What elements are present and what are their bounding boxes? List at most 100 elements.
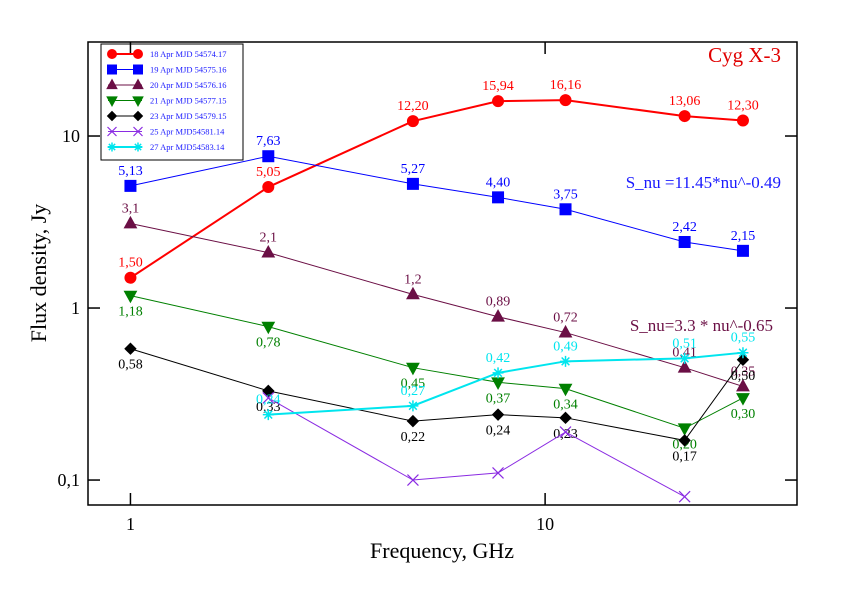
- data-point: [678, 236, 691, 249]
- legend-marker: [133, 49, 143, 59]
- data-point: [736, 244, 749, 257]
- data-point: [559, 411, 572, 425]
- legend-marker: [132, 110, 144, 122]
- data-point: [124, 179, 137, 192]
- data-label: 0,17: [672, 449, 697, 464]
- data-point: [406, 362, 420, 376]
- data-point: [491, 408, 505, 421]
- data-label: 3,75: [553, 187, 578, 202]
- legend-label: 20 Apr MJD 54576.16: [150, 80, 227, 90]
- data-label: 0,23: [553, 427, 578, 442]
- legend-label: 23 Apr MJD 54579.15: [150, 111, 227, 121]
- legend-marker: [132, 96, 144, 107]
- series-line: [268, 397, 685, 498]
- y-tick-label: 0,1: [58, 470, 81, 490]
- data-label: 1,2: [404, 272, 422, 287]
- data-point: [262, 392, 275, 404]
- annotation: Cyg X-3: [708, 43, 781, 67]
- data-point: [407, 400, 419, 412]
- data-point: [261, 321, 276, 335]
- data-point: [406, 414, 420, 428]
- data-label: 0,24: [486, 424, 511, 439]
- data-point: [736, 378, 750, 392]
- data-label: 0,49: [553, 339, 578, 354]
- data-point: [262, 181, 275, 194]
- data-point: [559, 203, 572, 216]
- legend-marker: [107, 64, 117, 75]
- legend-label: 21 Apr MJD 54577.15: [150, 96, 227, 106]
- data-point: [559, 94, 572, 107]
- data-label: 5,05: [256, 165, 281, 180]
- data-point: [678, 490, 691, 503]
- data-point: [558, 324, 573, 338]
- legend-marker: [133, 142, 143, 152]
- data-point: [679, 352, 691, 364]
- data-label: 15,94: [482, 79, 514, 94]
- data-label: 0,27: [401, 384, 426, 399]
- data-point: [406, 115, 419, 128]
- data-label: 5,27: [401, 162, 426, 177]
- data-label: 0,45: [401, 377, 426, 392]
- data-label: 2,15: [731, 229, 756, 244]
- legend-marker: [132, 78, 144, 90]
- data-point: [492, 191, 505, 204]
- legend-marker: [107, 126, 117, 137]
- legend-box: [100, 43, 244, 161]
- data-label: 12,20: [397, 99, 429, 114]
- data-label: 4,40: [486, 175, 511, 190]
- data-label: 0,37: [486, 391, 511, 406]
- series-line: [130, 348, 744, 441]
- data-point: [736, 353, 750, 367]
- data-point: [736, 114, 749, 127]
- data-label: 0,30: [731, 407, 756, 422]
- data-label: 0,22: [401, 430, 426, 445]
- data-label: 12,30: [727, 99, 759, 114]
- data-label: 5,13: [118, 164, 143, 179]
- data-label: 0,50: [731, 369, 756, 384]
- x-tick-label: 1: [126, 514, 135, 534]
- data-point: [678, 434, 691, 447]
- data-point: [406, 286, 420, 300]
- data-point: [124, 342, 137, 355]
- legend-label: 27 Apr MJD54583.14: [150, 142, 225, 152]
- plot-frame: [87, 41, 798, 506]
- data-point: [678, 110, 691, 123]
- legend-label: 25 Apr MJD54581.14: [150, 127, 225, 137]
- data-point: [559, 426, 572, 439]
- legend-label: 18 Apr MJD 54574.17: [150, 49, 227, 59]
- data-label: 0,55: [731, 331, 756, 346]
- series-line: [268, 351, 744, 416]
- data-label: 0,78: [256, 336, 281, 351]
- data-point: [492, 466, 504, 479]
- y-tick-label: 1: [71, 298, 80, 318]
- data-label: 16,16: [550, 78, 582, 93]
- legend-label: 19 Apr MJD 54575.16: [150, 65, 227, 75]
- data-label: 0,42: [486, 351, 511, 366]
- annotation: S_nu=3.3 * nu^-0.65: [630, 316, 773, 335]
- data-label: 0,24: [256, 393, 281, 408]
- x-axis-label: Frequency, GHz: [370, 538, 514, 563]
- data-label: 1,18: [118, 305, 143, 320]
- data-point: [492, 367, 504, 379]
- data-point: [491, 377, 505, 390]
- annotation: S_nu =11.45*nu^-0.49: [626, 173, 781, 192]
- data-point: [492, 95, 505, 108]
- data-point: [123, 215, 138, 229]
- data-point: [558, 383, 573, 397]
- legend-marker: [106, 110, 118, 122]
- data-point: [560, 355, 572, 367]
- data-label: 13,06: [669, 94, 701, 109]
- data-point: [123, 290, 138, 304]
- data-point: [491, 309, 505, 322]
- data-label: 0,51: [672, 336, 697, 351]
- data-label: 2,1: [260, 231, 278, 246]
- y-axis-label: Flux density, Jy: [26, 204, 51, 343]
- data-point: [262, 150, 275, 163]
- data-label: 0,33: [256, 400, 281, 415]
- y-tick-label: 10: [62, 126, 80, 146]
- data-label: 0,89: [486, 295, 511, 310]
- data-point: [677, 423, 692, 436]
- data-label: 0,34: [553, 398, 578, 413]
- data-label: 2,42: [672, 220, 697, 235]
